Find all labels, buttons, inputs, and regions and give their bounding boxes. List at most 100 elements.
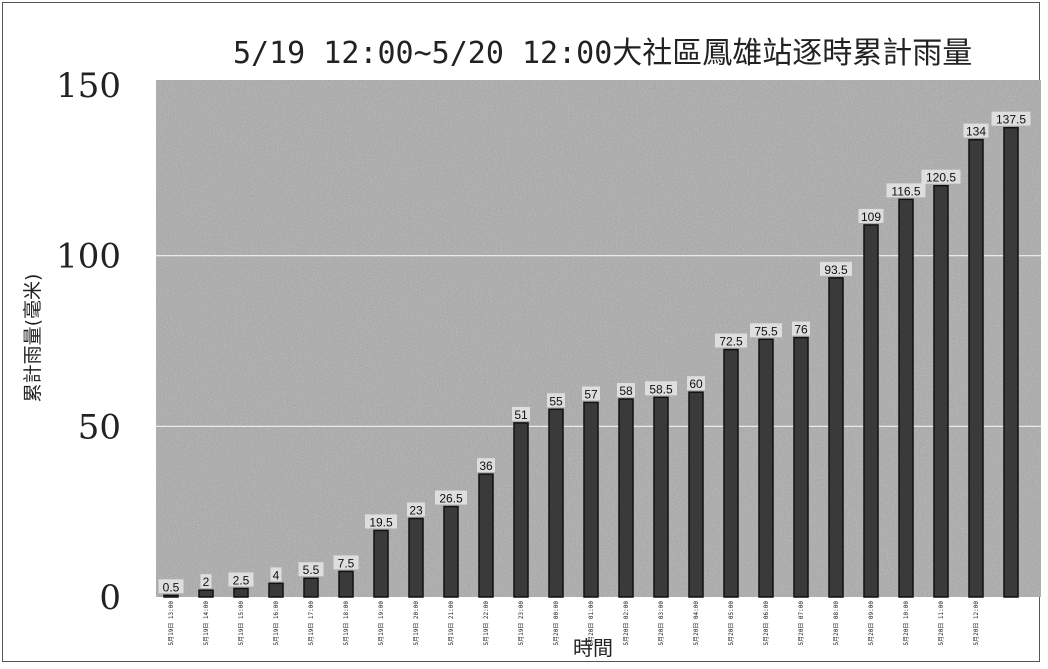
data-label: 51 (514, 408, 528, 422)
data-label: 58.5 (649, 382, 673, 396)
data-label: 2.5 (233, 573, 250, 587)
x-tick-label: 5月19日 13:00 (168, 601, 175, 646)
x-tick-label: 5月20日 07:00 (798, 601, 805, 646)
data-label-bg (687, 376, 705, 391)
x-tick-label: 5月19日 18:00 (343, 601, 350, 646)
bar (723, 348, 739, 598)
x-tick-label: 5月20日 06:00 (763, 601, 770, 646)
data-label: 4 (273, 568, 280, 582)
data-label: 0.5 (163, 580, 180, 594)
bar (233, 587, 249, 598)
x-tick-label: 5月19日 15:00 (238, 601, 245, 646)
bar (163, 594, 179, 598)
x-tick-label: 5月20日 03:00 (658, 601, 665, 646)
bar (548, 408, 564, 598)
data-label: 19.5 (369, 515, 393, 529)
bar (688, 391, 704, 598)
chart: 5/19 12:00~5/20 12:00大社區鳳雄站逐時累計雨量 0.5 2 2.… (22, 36, 1041, 660)
chart-frame: 5/19 12:00~5/20 12:00大社區鳳雄站逐時累計雨量 0.5 2 2.… (2, 2, 1041, 662)
bar (1003, 126, 1019, 598)
bar (268, 582, 284, 598)
y-tick-label: 150 (56, 66, 121, 106)
data-label: 2 (203, 575, 210, 589)
x-tick-label: 5月20日 02:00 (623, 601, 630, 646)
data-label-bg (365, 514, 397, 529)
x-tick-label: 5月19日 23:00 (518, 601, 525, 646)
bar (898, 198, 914, 598)
bar (198, 589, 214, 598)
y-axis-label: 累計雨量(毫米) (22, 274, 44, 403)
x-tick-label: 5月19日 14:00 (203, 601, 210, 646)
y-tick-label: 100 (56, 237, 121, 277)
data-label-bg (270, 567, 282, 582)
data-label-bg (617, 383, 635, 398)
data-label-bg (200, 574, 212, 589)
x-tick-label: 5月20日 09:00 (868, 601, 875, 646)
data-label-bg (333, 555, 359, 570)
data-label: 93.5 (824, 263, 848, 277)
x-tick-label: 5月19日 21:00 (448, 601, 455, 646)
x-tick-label: 5月19日 17:00 (308, 601, 315, 646)
data-label: 57 (584, 387, 598, 401)
bar (583, 401, 599, 598)
data-label: 5.5 (303, 563, 320, 577)
chart-title: 5/19 12:00~5/20 12:00大社區鳳雄站逐時累計雨量 (233, 36, 972, 71)
data-label: 23 (409, 503, 423, 517)
bar (443, 505, 459, 598)
x-tick-label: 5月20日 05:00 (728, 601, 735, 646)
data-labels: 0.5 2 2.5 4 5.5 7.5 19.5 23 26.5 36 51 55 57 58 58.5 60… (158, 111, 1031, 594)
data-label: 7.5 (338, 556, 355, 570)
x-tick-label: 5月20日 04:00 (693, 601, 700, 646)
bar (408, 517, 424, 598)
x-tick-label: 5月20日 01:00 (588, 601, 595, 646)
y-tick-label: 50 (78, 407, 121, 447)
data-label-bg (921, 169, 961, 184)
data-label: 120.5 (926, 171, 956, 185)
data-label-bg (886, 183, 926, 198)
x-tick-label: 5月20日 10:00 (903, 601, 910, 646)
data-label: 116.5 (891, 184, 920, 198)
data-label: 55 (549, 394, 563, 408)
x-tick-label: 5月20日 12:00 (973, 601, 980, 646)
data-label: 26.5 (439, 492, 463, 506)
bar (933, 184, 949, 598)
x-tick-label: 5月19日 19:00 (378, 601, 385, 646)
bar (758, 338, 774, 598)
data-label: 36 (479, 459, 493, 473)
data-label-bg (991, 111, 1031, 126)
data-label-bg (582, 386, 600, 401)
data-label-bg (512, 406, 530, 421)
data-label-bg (858, 208, 884, 223)
y-tick-label: 0 (99, 578, 121, 618)
data-label-bg (715, 333, 747, 348)
data-label-bg (820, 261, 852, 276)
x-tick-label: 5月20日 00:00 (553, 601, 560, 646)
data-label-bg (298, 562, 324, 577)
data-label: 75.5 (754, 324, 778, 338)
x-tick-label: 5月20日 11:00 (938, 601, 945, 646)
data-label-bg (963, 123, 989, 138)
bar (338, 570, 354, 598)
data-label-bg (407, 502, 425, 517)
bar (303, 577, 319, 598)
x-tick-label: 5月19日 22:00 (483, 601, 490, 646)
bar (793, 336, 809, 598)
data-label: 58 (619, 384, 633, 398)
data-label: 109 (861, 210, 881, 224)
data-label-bg (158, 579, 184, 594)
data-label-bg (645, 381, 677, 396)
data-label-bg (228, 572, 254, 587)
bar (828, 277, 844, 598)
x-axis-ticks: 5月19日 13:00 5月19日 14:00 5月19日 15:00 5月19日 1… (168, 601, 980, 646)
bar (478, 473, 494, 598)
data-label-bg (750, 323, 782, 338)
x-axis-label: 時間 (573, 636, 613, 660)
data-label: 60 (689, 377, 703, 391)
data-label-bg (547, 393, 565, 408)
bar (513, 422, 529, 598)
x-tick-label: 5月20日 08:00 (833, 601, 840, 646)
bar (618, 398, 634, 598)
x-tick-label: 5月19日 20:00 (413, 601, 420, 646)
bar (653, 396, 669, 598)
data-label: 134 (966, 125, 986, 139)
